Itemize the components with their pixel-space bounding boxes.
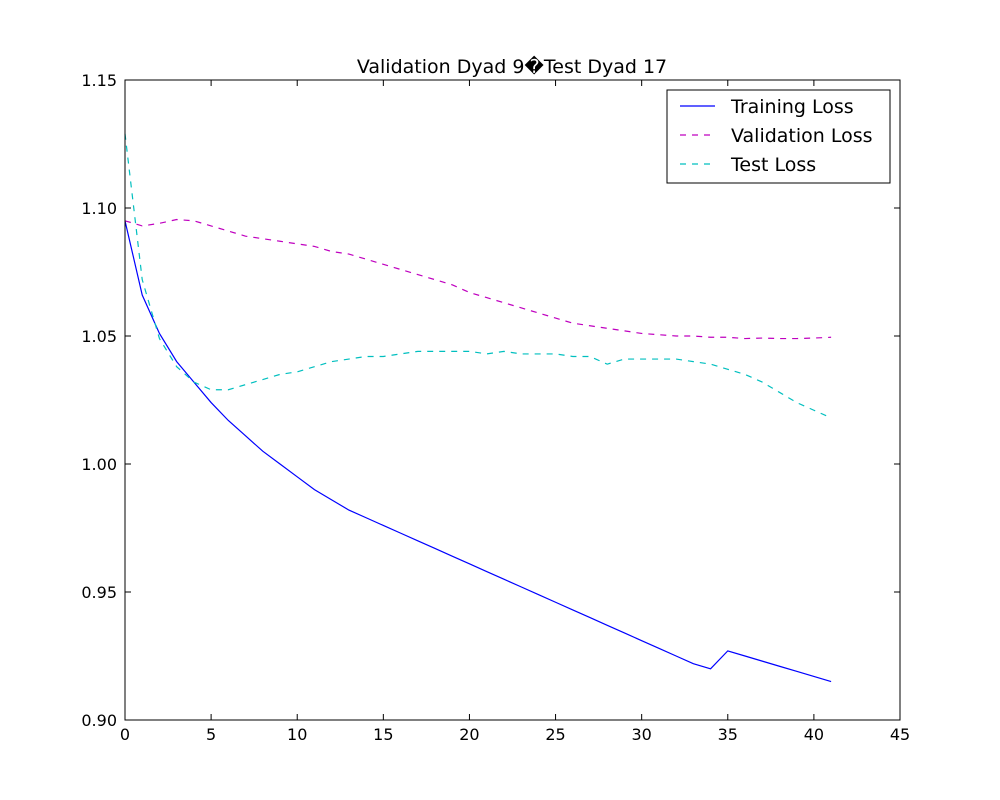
x-tick-label: 20 [459,725,479,744]
y-tick-label: 1.05 [81,327,117,346]
y-tick-label: 1.00 [81,455,117,474]
chart-title: Validation Dyad 9�Test Dyad 17 [357,55,667,78]
x-tick-label: 10 [287,725,307,744]
y-tick-label: 1.15 [81,71,117,90]
x-tick-label: 25 [545,725,565,744]
legend-label-2: Test Loss [730,154,816,176]
y-axis: 0.90 0.95 1.00 1.05 1.10 1.15 [81,71,900,730]
series-line-2 [124,133,832,419]
x-tick-label: 0 [120,725,130,744]
x-tick-label: 5 [206,725,216,744]
x-tick-label: 30 [631,725,651,744]
x-tick-label: 15 [373,725,393,744]
series-layer [124,133,832,683]
x-tick-label: 45 [890,725,910,744]
legend-label-0: Training Loss [730,96,854,118]
x-axis: 0 5 10 15 20 25 30 35 40 45 [120,80,910,744]
legend-label-1: Validation Loss [731,125,873,147]
x-tick-label: 35 [718,725,738,744]
series-line-0 [124,220,832,683]
x-tick-label: 40 [804,725,824,744]
y-tick-label: 1.10 [81,199,117,218]
y-tick-label: 0.95 [81,583,117,602]
series-line-1 [124,218,832,340]
legend: Training Loss Validation Loss Test Loss [666,89,891,184]
y-tick-label: 0.90 [81,711,117,730]
plot-frame [124,79,901,721]
